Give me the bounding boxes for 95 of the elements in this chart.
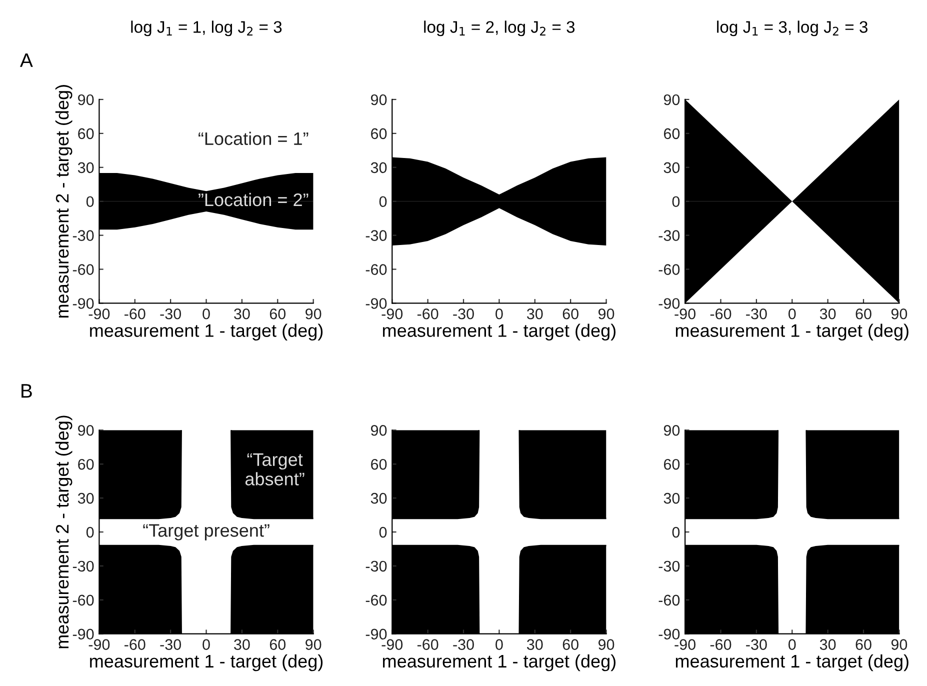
y-tick-label: 30: [78, 492, 94, 504]
x-tick-label: 0: [496, 639, 503, 650]
y-tick-label: 0: [379, 196, 387, 208]
y-tick-label: 30: [370, 162, 387, 174]
x-tick-label: -60: [710, 308, 732, 320]
x-tick-label: -60: [710, 639, 732, 650]
x-tick-label: 60: [270, 308, 286, 320]
x-tick-label: 30: [820, 308, 836, 320]
y-tick-label: -30: [366, 230, 387, 241]
x-tick-label: 30: [820, 639, 836, 650]
text: B: [22, 384, 32, 398]
y-axis-title: measurement 2 - target (deg): [55, 416, 72, 648]
y-tick-label: 30: [370, 492, 387, 504]
x-tick-label: 60: [856, 639, 872, 650]
x-axis-title: measurement 1 - target (deg): [382, 324, 616, 341]
x-axis-title: measurement 1 - target (deg): [676, 654, 908, 672]
y-tick-label: 0: [86, 526, 94, 538]
x-tick-label: 60: [562, 308, 578, 320]
x-tick-label: 90: [891, 308, 908, 320]
y-tick-label: 0: [672, 196, 680, 208]
x-tick-label: 0: [496, 308, 503, 320]
y-tick-label: -60: [658, 594, 680, 606]
x-tick-label: -30: [746, 639, 767, 650]
x-tick-label: 0: [202, 639, 210, 650]
x-axis-title: measurement 1 - target (deg): [676, 324, 908, 341]
y-tick-label: 60: [371, 458, 387, 470]
y-tick-label: -90: [366, 628, 387, 640]
y-tick-label: 90: [370, 94, 387, 106]
y-tick-label: -90: [72, 298, 94, 309]
y-tick-label: -60: [366, 264, 387, 275]
y-tick-label: -30: [366, 560, 387, 572]
x-tick-label: 90: [891, 639, 908, 650]
y-tick-label: 0: [672, 526, 680, 538]
x-tick-label: -30: [746, 308, 767, 320]
x-tick-label: 60: [270, 639, 286, 650]
y-tick-label: -30: [72, 560, 94, 572]
x-tick-label: 0: [202, 308, 210, 320]
x-tick-label: 90: [598, 308, 614, 320]
x-tick-label: 30: [526, 308, 543, 320]
annotation: “Location = 1”: [198, 132, 308, 146]
y-tick-label: 0: [379, 526, 387, 538]
x-tick-label: 30: [234, 639, 250, 650]
y-tick-label: -60: [366, 594, 387, 606]
y-tick-label: 90: [664, 94, 680, 106]
x-axis-title: measurement 1 - target (deg): [382, 654, 616, 672]
x-tick-label: -60: [124, 639, 146, 650]
y-tick-label: 30: [664, 162, 680, 174]
x-tick-label: 90: [306, 308, 322, 320]
y-tick-label: 60: [371, 128, 387, 140]
x-tick-label: -30: [453, 308, 474, 320]
y-axis-title: measurement 2 - target (deg): [55, 85, 72, 318]
x-tick-label: 30: [234, 308, 250, 320]
x-tick-label: -30: [453, 639, 474, 650]
y-tick-label: 30: [78, 162, 94, 174]
annotation: “Target present”: [143, 524, 270, 540]
y-tick-label: 90: [78, 94, 94, 106]
y-tick-label: -30: [658, 560, 680, 572]
x-tick-label: -60: [124, 308, 146, 320]
y-tick-label: 60: [78, 128, 94, 140]
y-tick-label: 60: [78, 458, 94, 470]
y-tick-label: -30: [72, 230, 94, 241]
text: A: [20, 54, 33, 67]
y-tick-label: -60: [658, 264, 680, 275]
x-tick-label: 30: [526, 639, 543, 650]
x-tick-label: -60: [417, 639, 438, 650]
y-tick-label: 90: [664, 424, 680, 436]
x-axis-title: measurement 1 - target (deg): [90, 654, 323, 672]
x-tick-label: 60: [856, 308, 872, 320]
chart-title: log J$_{1}$ = 3, log J$_{2}$ = 3: [717, 20, 868, 36]
y-tick-label: -90: [366, 298, 387, 309]
x-tick-label: 0: [788, 308, 796, 320]
chart-title: log J$_{1}$ = 2, log J$_{2}$ = 3: [424, 20, 575, 36]
y-tick-label: -90: [658, 628, 680, 640]
y-tick-label: -60: [72, 594, 94, 606]
y-tick-label: 0: [86, 196, 94, 208]
x-tick-label: 60: [562, 639, 578, 650]
y-tick-label: -90: [72, 628, 94, 640]
y-tick-label: 60: [664, 458, 680, 470]
y-tick-label: 60: [664, 128, 680, 140]
chart-title: log J$_{1}$ = 1, log J$_{2}$ = 3: [131, 20, 282, 36]
x-tick-label: -30: [160, 639, 182, 650]
x-tick-label: 0: [788, 639, 796, 650]
y-tick-label: -30: [658, 230, 680, 241]
x-tick-label: -60: [417, 308, 438, 320]
y-tick-label: -90: [658, 298, 680, 309]
x-tick-label: 90: [598, 639, 614, 650]
y-tick-label: -60: [72, 264, 94, 275]
annotation: “Target absent”: [245, 453, 304, 486]
x-tick-label: -30: [160, 308, 182, 320]
y-tick-label: 90: [78, 424, 94, 436]
x-axis-title: measurement 1 - target (deg): [90, 324, 323, 341]
y-tick-label: 30: [664, 492, 680, 504]
y-tick-label: 90: [370, 424, 387, 436]
x-tick-label: 90: [306, 639, 322, 650]
annotation: ”Location = 2”: [198, 192, 308, 206]
